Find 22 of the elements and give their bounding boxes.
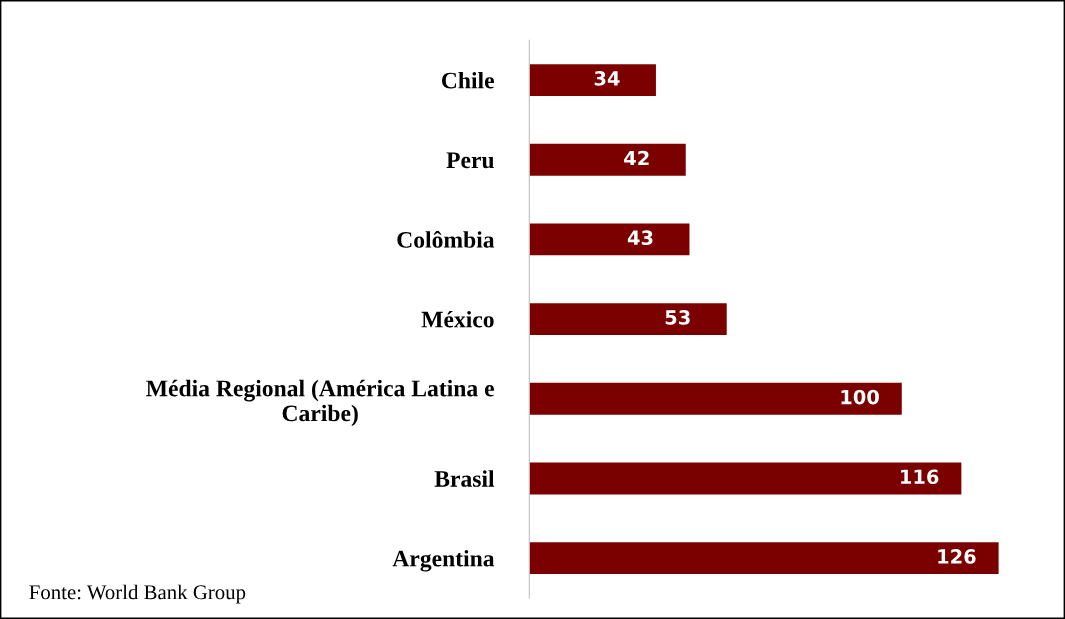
data-label: 126 — [938, 549, 976, 564]
bar — [529, 143, 686, 176]
bar — [529, 542, 999, 575]
y-tick-label: Colômbia — [397, 230, 495, 248]
bar — [529, 462, 962, 495]
data-label: 53 — [665, 310, 690, 325]
data-label: 116 — [901, 469, 939, 485]
bar — [529, 303, 727, 336]
y-tick-label: México — [421, 310, 494, 328]
y-tick-label: Chile — [441, 71, 494, 89]
bar — [529, 223, 690, 256]
data-label: 43 — [627, 230, 653, 246]
source-note: Fonte: World Bank Group — [29, 584, 246, 604]
y-tick-label: Brasil — [434, 470, 495, 487]
data-label: 100 — [841, 389, 879, 405]
y-tick-label: Peru — [446, 152, 494, 169]
bar — [529, 382, 902, 415]
y-tick-label: Argentina — [392, 549, 495, 572]
data-label: 34 — [594, 71, 620, 86]
data-label: 42 — [624, 150, 649, 166]
bar — [529, 64, 656, 97]
y-tick-label: Média Regional (América Latina e Caribe) — [146, 379, 494, 427]
